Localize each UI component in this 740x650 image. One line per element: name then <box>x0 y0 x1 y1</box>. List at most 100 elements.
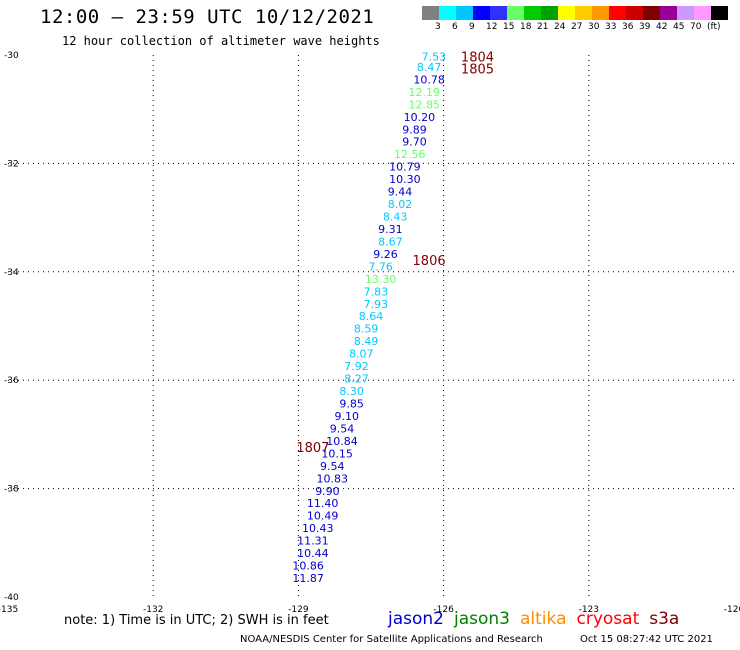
satellite-legend: jason2 jason3 altika cryosat s3a <box>388 609 689 629</box>
color-swatch <box>660 6 677 20</box>
wave-height-label: 10.20 <box>404 111 436 124</box>
color-swatch <box>626 6 643 20</box>
time-label: 1804 <box>461 51 494 66</box>
wave-height-label: 10.15 <box>321 447 353 460</box>
color-swatch <box>507 6 524 20</box>
generated-timestamp: Oct 15 08:27:42 UTC 2021 <box>580 634 713 645</box>
footnote: note: 1) Time is in UTC; 2) SWH is in fe… <box>64 613 329 628</box>
wave-height-label: 10.30 <box>389 173 421 186</box>
wave-height-label: 10.86 <box>292 560 324 573</box>
color-scale-label: 70 <box>690 22 702 32</box>
wave-height-label: 9.70 <box>402 136 427 149</box>
y-tick-label: -36 <box>4 376 19 386</box>
wave-height-label: 9.54 <box>320 460 345 473</box>
color-scale-label: 36 <box>622 22 634 32</box>
x-tick-label: -129 <box>288 605 309 615</box>
wave-height-label: 10.49 <box>307 510 339 523</box>
wave-height-label: 11.31 <box>297 535 329 548</box>
wave-height-label: 12.19 <box>408 86 440 99</box>
time-label: 1807 <box>296 441 329 456</box>
color-swatch <box>694 6 711 20</box>
wave-height-label: 11.87 <box>292 572 324 585</box>
color-scale-label: 6 <box>452 22 458 32</box>
wave-height-label: 10.84 <box>326 435 358 448</box>
color-scale-label: 9 <box>469 22 475 32</box>
color-scale-label: 21 <box>537 22 549 32</box>
wave-height-label: 8.30 <box>339 385 364 398</box>
wave-height-label: 8.67 <box>378 235 403 248</box>
wave-height-label: 7.92 <box>344 360 369 373</box>
wave-height-label: 10.79 <box>389 161 421 174</box>
wave-height-label: 10.44 <box>297 547 329 560</box>
time-label: 1806 <box>413 254 446 269</box>
color-scale-label: 3 <box>435 22 441 32</box>
color-scale-bar <box>422 6 728 20</box>
color-swatch <box>609 6 626 20</box>
credit-line: NOAA/NESDIS Center for Satellite Applica… <box>240 634 543 645</box>
wave-height-label: 9.90 <box>315 485 340 498</box>
x-tick-label: -120 <box>724 605 740 615</box>
wave-height-label: 9.85 <box>339 398 364 411</box>
y-tick-label: -38 <box>4 485 19 495</box>
wave-height-label: 13.30 <box>365 273 397 286</box>
color-swatch <box>643 6 660 20</box>
wave-height-label: 9.10 <box>335 410 360 423</box>
color-swatch <box>541 6 558 20</box>
y-tick-label: -30 <box>4 51 19 61</box>
color-swatch <box>422 6 439 20</box>
color-swatch <box>473 6 490 20</box>
wave-height-label: 9.26 <box>373 248 398 261</box>
color-swatch <box>490 6 507 20</box>
color-scale-label: 42 <box>656 22 668 32</box>
chart-title: 12:00 – 23:59 UTC 10/12/2021 <box>40 6 375 28</box>
wave-height-label: 8.47 <box>417 61 442 74</box>
wave-height-label: 8.27 <box>344 373 369 386</box>
wave-height-label: 10.43 <box>302 522 334 535</box>
wave-height-label: 9.89 <box>402 123 427 136</box>
x-tick-label: -135 <box>0 605 18 615</box>
legend-altika: altika <box>520 609 567 629</box>
color-scale-labels: 3 6 9 12 15 18 21 24 27 30 33 36 39 42 45 70 (ft) <box>422 22 740 34</box>
color-scale-label: 39 <box>639 22 651 32</box>
color-swatch <box>524 6 541 20</box>
color-swatch <box>677 6 694 20</box>
color-swatch <box>558 6 575 20</box>
y-tick-label: -32 <box>4 159 19 169</box>
x-tick-label: -126 <box>433 605 454 615</box>
wave-height-label: 9.54 <box>330 422 355 435</box>
color-swatch <box>711 6 728 20</box>
color-scale-label: 15 <box>503 22 515 32</box>
wave-height-label: 8.43 <box>383 211 408 224</box>
color-scale-label: 30 <box>588 22 600 32</box>
y-tick-label: -34 <box>4 268 19 278</box>
wave-height-label: 8.64 <box>359 310 384 323</box>
wave-height-label: 7.76 <box>368 260 393 273</box>
wave-height-label: 9.44 <box>388 186 413 199</box>
wave-height-label: 7.53 <box>422 51 447 64</box>
color-swatch <box>575 6 592 20</box>
legend-jason3: jason3 <box>454 609 510 629</box>
wave-height-label: 11.40 <box>307 497 339 510</box>
wave-height-label: 10.78 <box>413 73 445 86</box>
wave-height-label: 7.93 <box>364 298 389 311</box>
wave-height-label: 10.83 <box>317 472 349 485</box>
chart-subtitle: 12 hour collection of altimeter wave hei… <box>62 34 380 48</box>
color-scale-label: 45 <box>673 22 685 32</box>
y-tick-label: -40 <box>4 593 19 603</box>
wave-height-label: 8.59 <box>354 323 379 336</box>
wave-height-label: 8.07 <box>349 348 374 361</box>
color-swatch <box>439 6 456 20</box>
time-label: 1805 <box>461 63 494 78</box>
color-scale-label: 12 <box>486 22 498 32</box>
legend-s3a: s3a <box>649 609 680 629</box>
color-swatch <box>456 6 473 20</box>
wave-height-label: 8.49 <box>354 335 379 348</box>
color-scale-label: 33 <box>605 22 617 32</box>
color-swatch <box>592 6 609 20</box>
wave-height-label: 8.02 <box>388 198 413 211</box>
color-scale-label: 27 <box>571 22 583 32</box>
wave-height-label: 7.83 <box>364 285 389 298</box>
x-tick-label: -123 <box>579 605 599 615</box>
wave-height-label: 9.31 <box>378 223 403 236</box>
